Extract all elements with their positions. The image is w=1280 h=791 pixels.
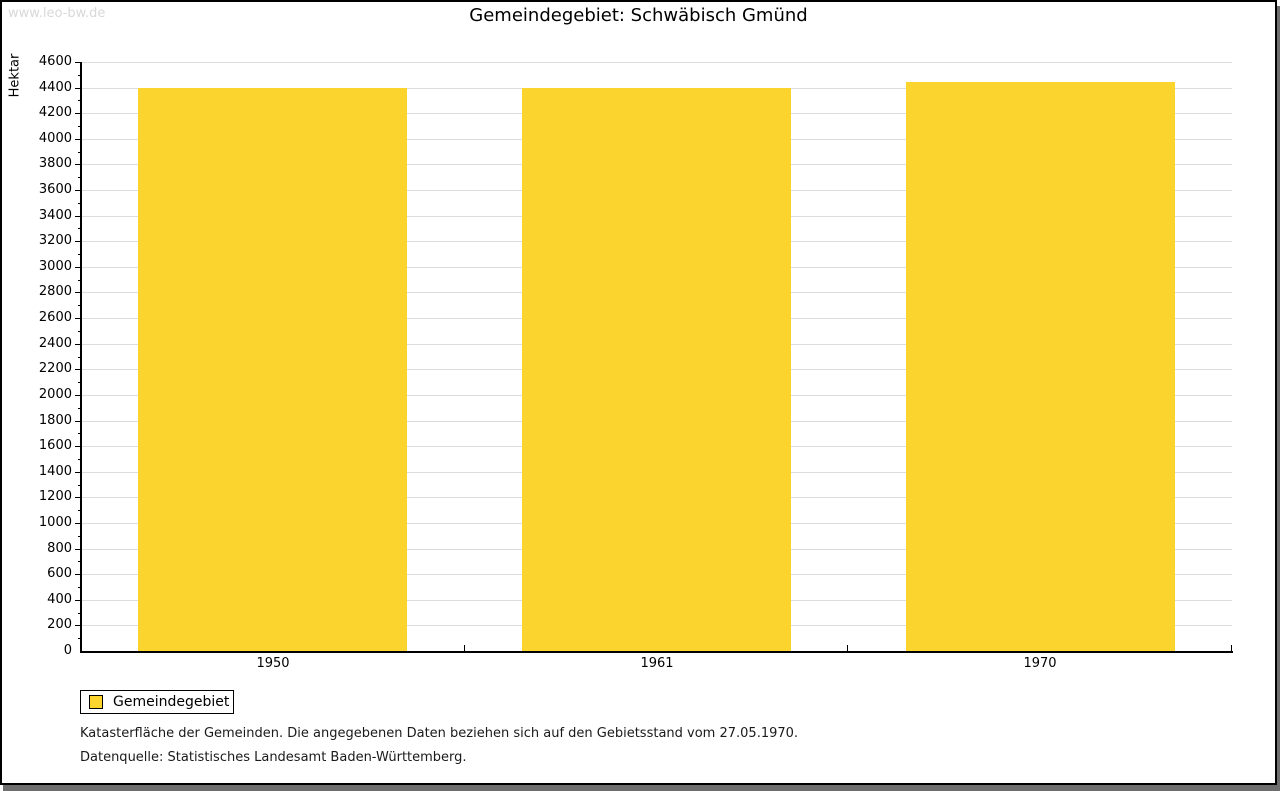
y-axis-tick-label: 4400 <box>38 80 72 95</box>
y-axis-major-tick <box>75 292 81 293</box>
y-axis-minor-tick <box>78 357 81 358</box>
x-axis-boundary-tick <box>847 645 848 651</box>
y-axis-tick-label: 1400 <box>38 464 72 479</box>
y-axis-minor-tick <box>78 613 81 614</box>
y-axis-minor-tick <box>78 152 81 153</box>
y-axis-tick-label: 3600 <box>38 182 72 197</box>
y-axis-major-tick <box>75 318 81 319</box>
y-axis-minor-tick <box>78 305 81 306</box>
y-axis-minor-tick <box>78 228 81 229</box>
y-axis-tick-label: 1000 <box>38 515 72 530</box>
y-axis-tick-label: 2600 <box>38 310 72 325</box>
y-axis-tick-label: 4000 <box>38 131 72 146</box>
y-axis-major-tick <box>75 216 81 217</box>
y-axis-major-tick <box>75 88 81 89</box>
chart-title: Gemeindegebiet: Schwäbisch Gmünd <box>469 5 808 26</box>
footnote-data-source: Datenquelle: Statistisches Landesamt Bad… <box>80 750 467 765</box>
y-axis-tick-label: 1800 <box>38 413 72 428</box>
x-axis-boundary-tick <box>1231 645 1232 651</box>
y-axis-major-tick <box>75 164 81 165</box>
y-axis-minor-tick <box>78 536 81 537</box>
y-axis-major-tick <box>75 574 81 575</box>
y-axis-major-tick <box>75 369 81 370</box>
y-axis-tick-label: 400 <box>47 592 72 607</box>
y-axis-minor-tick <box>78 382 81 383</box>
y-axis-major-tick <box>75 190 81 191</box>
y-axis-minor-tick <box>78 485 81 486</box>
y-axis-tick-label: 2200 <box>38 361 72 376</box>
y-axis-tick-label: 200 <box>47 617 72 632</box>
y-axis-major-tick <box>75 113 81 114</box>
y-axis-tick-label: 4200 <box>38 105 72 120</box>
y-axis-major-tick <box>75 62 81 63</box>
y-axis-tick-label: 1200 <box>38 489 72 504</box>
watermark: www.leo-bw.de <box>8 6 106 21</box>
y-axis-major-tick <box>75 395 81 396</box>
y-axis-tick-label: 3400 <box>38 208 72 223</box>
y-axis-minor-tick <box>78 638 81 639</box>
y-axis-minor-tick <box>78 587 81 588</box>
y-axis-major-tick <box>75 472 81 473</box>
y-axis-major-tick <box>75 600 81 601</box>
y-axis-major-tick <box>75 523 81 524</box>
y-axis-minor-tick <box>78 561 81 562</box>
y-axis-minor-tick <box>78 100 81 101</box>
y-axis-tick-label: 3800 <box>38 156 72 171</box>
y-axis-minor-tick <box>78 459 81 460</box>
y-axis-tick-label: 2800 <box>38 284 72 299</box>
bar-1950 <box>138 88 407 651</box>
footnote-source-note: Katasterfläche der Gemeinden. Die angege… <box>80 726 799 741</box>
y-axis-major-tick <box>75 549 81 550</box>
y-axis-minor-tick <box>78 177 81 178</box>
y-axis-line <box>80 62 82 653</box>
y-axis-major-tick <box>75 421 81 422</box>
y-axis-minor-tick <box>78 254 81 255</box>
x-axis-label-1970: 1970 <box>1023 656 1057 671</box>
y-axis-minor-tick <box>78 280 81 281</box>
x-axis-label-1950: 1950 <box>256 656 290 671</box>
legend-swatch-icon <box>89 695 103 709</box>
y-axis-major-tick <box>75 625 81 626</box>
bar-1961 <box>522 88 791 651</box>
bar-1970 <box>906 82 1175 651</box>
x-axis-label-1961: 1961 <box>640 656 674 671</box>
y-axis-tick-label: 2000 <box>38 387 72 402</box>
y-axis-minor-tick <box>78 75 81 76</box>
y-axis-major-tick <box>75 344 81 345</box>
y-axis-minor-tick <box>78 331 81 332</box>
x-axis-line <box>80 651 1233 653</box>
y-axis-tick-label: 600 <box>47 566 72 581</box>
y-axis-minor-tick <box>78 126 81 127</box>
y-axis-tick-label: 2400 <box>38 336 72 351</box>
y-axis-minor-tick <box>78 510 81 511</box>
legend: Gemeindegebiet <box>80 690 234 714</box>
legend-label: Gemeindegebiet <box>113 694 230 710</box>
y-axis-tick-label: 800 <box>47 541 72 556</box>
y-gridline <box>82 62 1232 63</box>
y-axis-major-tick <box>75 139 81 140</box>
y-axis-minor-tick <box>78 408 81 409</box>
y-axis-major-tick <box>75 241 81 242</box>
y-axis-tick-label: 3200 <box>38 233 72 248</box>
y-axis-minor-tick <box>78 433 81 434</box>
y-axis-tick-label: 0 <box>63 643 72 658</box>
y-axis-tick-label: 3000 <box>38 259 72 274</box>
y-axis-tick-label: 4600 <box>38 54 72 69</box>
y-axis-major-tick <box>75 497 81 498</box>
x-axis-boundary-tick <box>464 645 465 651</box>
y-axis-tick-label: 1600 <box>38 438 72 453</box>
y-axis-minor-tick <box>78 203 81 204</box>
y-axis-major-tick <box>75 267 81 268</box>
y-axis-major-tick <box>75 446 81 447</box>
